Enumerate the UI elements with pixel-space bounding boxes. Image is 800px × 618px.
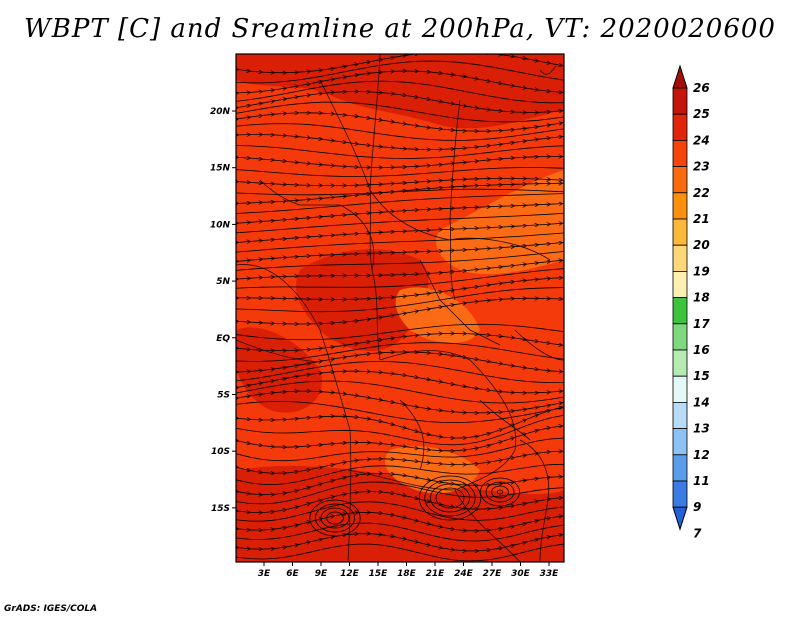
x-tick-label: 15E <box>369 569 389 579</box>
colorbar-segment <box>672 480 688 508</box>
colorbar-label: 15 <box>693 369 710 383</box>
colorbar-label: 14 <box>693 395 710 409</box>
colorbar-segment <box>672 192 688 220</box>
latitude-axis: 20N 15N 10N 5N EQ 5S 10S 15S <box>210 107 236 514</box>
colorbar-segment <box>672 270 688 298</box>
vortex-streamline <box>485 481 515 503</box>
y-tick-label: 5N <box>216 277 230 287</box>
streamline <box>236 71 564 93</box>
colorbar-segment <box>672 113 688 141</box>
map-frame <box>235 53 565 563</box>
colorbar-label: 11 <box>693 474 710 488</box>
colorbar-label: 16 <box>693 343 710 357</box>
colorbar-segment <box>672 218 688 246</box>
y-tick-label: 15S <box>211 504 230 514</box>
colorbar-segment <box>672 375 688 403</box>
x-tick-label: 18E <box>397 569 417 579</box>
colorbar-label: 24 <box>693 133 710 147</box>
y-tick-label: 10N <box>210 220 231 230</box>
colorbar-label: 23 <box>693 160 710 174</box>
x-tick-label: 21E <box>426 569 446 579</box>
streamline <box>236 135 564 150</box>
streamline <box>236 512 564 531</box>
map-title: WBPT [C] and Sreamline at 200hPa, VT: 20… <box>24 14 776 44</box>
colorbar-segment <box>672 139 688 167</box>
streamline <box>236 426 564 451</box>
colorbar-label: 25 <box>693 107 710 121</box>
x-tick-label: 30E <box>511 569 531 579</box>
vortex-streamline <box>435 487 465 509</box>
colorbar-label: 26 <box>693 81 710 95</box>
colorbar-segment <box>672 401 688 429</box>
colorbar-segment <box>672 349 688 377</box>
vortex-streamline <box>320 507 350 529</box>
vortex-streamline <box>309 499 361 537</box>
vortex-streamline <box>326 511 344 525</box>
colorbar-label: 17 <box>693 317 710 331</box>
colorbar-label: 7 <box>693 526 702 540</box>
streamline <box>236 157 564 168</box>
streamlines <box>236 54 564 562</box>
streamline <box>236 183 564 204</box>
colorbar-label: 19 <box>693 264 710 278</box>
streamline <box>236 242 564 263</box>
x-tick-label: 24E <box>454 569 474 579</box>
colorbar: 26 25 24 23 22 21 20 19 18 17 16 15 14 13 12 11 9 7 <box>672 64 710 540</box>
y-tick-label: 5S <box>217 391 230 401</box>
streamline <box>236 113 564 131</box>
streamline <box>236 352 564 372</box>
colorbar-segment <box>672 323 688 351</box>
vortex-streamline <box>418 475 482 521</box>
x-tick-label: 3E <box>258 569 271 579</box>
grads-credit: GrADS: IGES/COLA <box>4 604 98 614</box>
vortex-streamline <box>429 483 470 513</box>
y-tick-label: 15N <box>210 164 231 174</box>
colorbar-label: 9 <box>693 500 701 514</box>
y-tick-label: 10S <box>211 447 230 457</box>
streamline <box>236 492 564 513</box>
colorbar-segment <box>672 454 688 482</box>
colorbar-label: 18 <box>693 291 710 305</box>
streamline <box>236 222 564 243</box>
vortex-streamline <box>424 479 476 517</box>
streamline <box>236 543 564 562</box>
colorbar-label: 20 <box>693 238 710 252</box>
colorbar-label: 22 <box>693 186 710 200</box>
x-tick-label: 33E <box>540 569 560 579</box>
vortex-streamline <box>491 485 509 499</box>
colorbar-segment <box>672 244 688 272</box>
vortex-streamline <box>479 477 520 507</box>
colorbar-label: 13 <box>693 422 710 436</box>
colorbar-label: 21 <box>693 212 710 226</box>
streamline <box>236 298 564 324</box>
map-area <box>236 54 564 562</box>
colorbar-label: 12 <box>693 448 710 462</box>
y-tick-label: EQ <box>216 334 230 344</box>
x-tick-label: 27E <box>483 569 503 579</box>
longitude-axis: 3E 6E 9E 12E 15E 18E 21E 24E 27E 30E 33E <box>258 562 559 579</box>
vortex-streamline <box>496 489 504 495</box>
x-tick-label: 12E <box>340 569 360 579</box>
streamline <box>236 203 564 224</box>
x-tick-label: 6E <box>286 569 299 579</box>
streamline <box>236 534 564 551</box>
colorbar-segment <box>672 428 688 456</box>
colorbar-segment <box>672 87 688 115</box>
colorbar-segment <box>672 166 688 194</box>
colorbar-top-arrow <box>672 64 688 89</box>
x-tick-label: 9E <box>315 569 328 579</box>
streamline <box>236 167 564 177</box>
colorbar-segment <box>672 297 688 325</box>
colorbar-bottom-arrow <box>672 506 688 531</box>
y-tick-label: 20N <box>210 107 231 117</box>
vortex-streamline <box>314 503 355 533</box>
